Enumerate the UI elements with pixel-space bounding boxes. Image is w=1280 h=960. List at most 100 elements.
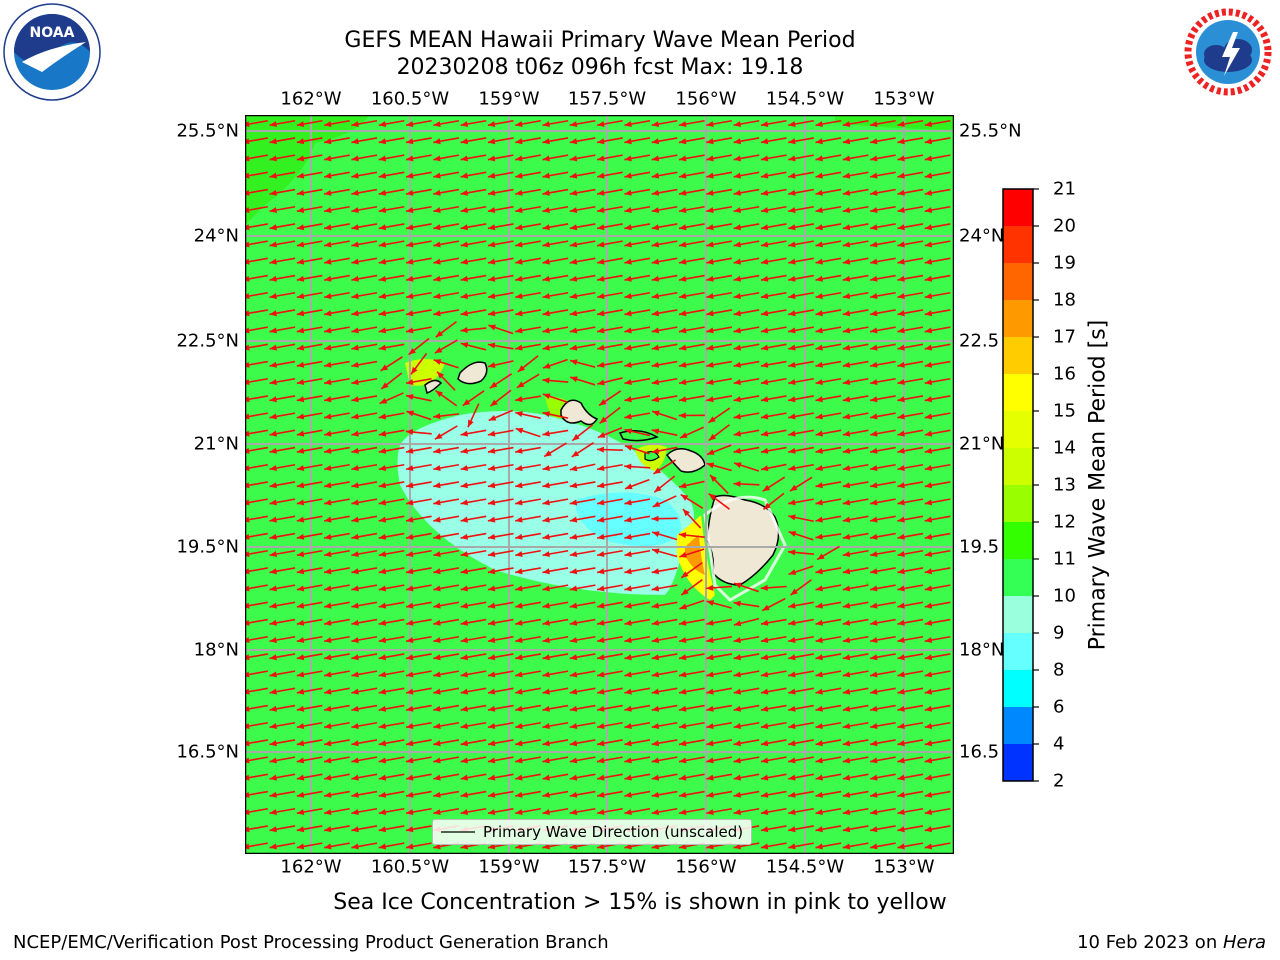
wave-arrow <box>515 257 541 265</box>
wave-arrow <box>869 549 896 557</box>
colorbar-tick-label: 11 <box>1053 548 1076 570</box>
wave-arrow <box>624 291 651 299</box>
wave-arrow <box>296 137 323 145</box>
wave-arrow <box>897 704 924 712</box>
wave-arrow <box>269 481 296 489</box>
wave-arrow <box>924 687 951 695</box>
wave-arrow <box>708 424 730 442</box>
wave-arrow <box>624 567 651 575</box>
wave-arrow <box>651 377 678 385</box>
wave-arrow <box>924 257 951 265</box>
lon-tick-bottom: 157.5°W <box>567 856 647 878</box>
wave-arrow <box>815 343 842 351</box>
wave-arrow <box>269 653 296 661</box>
wave-arrow <box>842 704 869 712</box>
wave-arrow <box>815 171 842 179</box>
wave-arrow <box>323 463 350 471</box>
wave-arrow <box>897 687 924 695</box>
wave-arrow <box>569 205 596 213</box>
wave-arrow <box>760 790 787 798</box>
wave-arrow <box>351 188 378 196</box>
wave-arrow <box>651 687 678 695</box>
wave-arrow <box>869 773 896 781</box>
wave-arrow <box>542 326 569 334</box>
wave-arrow <box>842 309 869 317</box>
wave-arrow <box>924 274 951 282</box>
wave-arrow <box>434 339 458 354</box>
wave-arrow <box>269 171 296 179</box>
wave-arrow <box>596 704 623 712</box>
wave-arrow <box>571 442 594 458</box>
wave-arrow <box>460 515 487 523</box>
wave-arrow <box>788 429 814 437</box>
wave-arrow <box>869 291 896 299</box>
wave-arrow <box>760 137 787 145</box>
wave-arrow <box>869 309 896 317</box>
wave-arrow <box>897 618 924 626</box>
wave-arrow <box>296 309 323 317</box>
wave-arrow <box>651 223 678 231</box>
colorbar-segment <box>1003 226 1033 264</box>
wave-arrow <box>706 240 733 248</box>
wave-arrow <box>869 205 896 213</box>
wave-arrow <box>433 309 460 317</box>
wave-arrow <box>433 687 460 695</box>
wave-arrow <box>788 343 814 351</box>
lat-tick-left: 22.5°N <box>176 330 239 352</box>
wave-arrow <box>733 274 760 282</box>
wave-arrow <box>462 390 485 407</box>
wave-arrow <box>651 653 678 661</box>
wave-arrow <box>269 291 296 299</box>
wave-arrow <box>924 309 951 317</box>
wave-arrow <box>733 360 760 368</box>
wave-arrow <box>815 291 842 299</box>
wave-arrow <box>760 119 787 127</box>
wave-arrow <box>624 395 651 403</box>
colorbar-segment <box>1003 411 1033 449</box>
wave-arrow <box>596 188 623 196</box>
wave-arrow <box>624 445 650 455</box>
colorbar-segment <box>1003 485 1033 523</box>
wave-arrow <box>706 462 732 472</box>
wave-arrow <box>378 205 405 213</box>
wave-arrow <box>378 515 405 523</box>
wave-arrow <box>405 635 432 643</box>
nws-logo <box>1180 4 1276 100</box>
wave-arrow <box>269 825 296 833</box>
wave-arrow <box>323 291 350 299</box>
wave-arrow <box>596 618 623 626</box>
wave-arrow <box>433 413 460 420</box>
wave-arrow <box>842 584 869 592</box>
wave-arrow <box>678 670 705 678</box>
wave-arrow <box>678 687 705 695</box>
wave-arrow <box>378 119 405 127</box>
wave-arrow <box>433 205 460 213</box>
wave-arrow <box>842 274 869 282</box>
wave-arrow <box>351 739 378 747</box>
wave-arrow <box>433 154 460 162</box>
wave-arrow <box>323 360 350 368</box>
wave-arrow <box>597 426 623 439</box>
wave-arrow <box>515 670 541 678</box>
footer-left: NCEP/EMC/Verification Post Processing Pr… <box>13 932 609 953</box>
wave-arrow <box>296 395 323 403</box>
wave-arrow <box>842 377 869 385</box>
wave-arrow <box>296 205 323 213</box>
wave-arrow <box>433 223 460 231</box>
wave-arrow <box>269 807 296 815</box>
wave-arrow <box>378 670 405 678</box>
wave-arrow <box>515 309 541 317</box>
wave-arrow <box>869 807 896 815</box>
wave-arrow <box>651 428 678 436</box>
wave-arrow <box>733 773 760 781</box>
wave-arrow <box>269 532 296 540</box>
wave-arrow <box>816 545 840 561</box>
wave-arrow <box>460 446 487 454</box>
wave-arrow <box>351 618 378 626</box>
wave-arrow <box>924 463 951 471</box>
wave-arrow <box>378 601 405 609</box>
wave-arrow <box>269 137 296 145</box>
period-11-12-patch-ne <box>835 115 954 130</box>
wave-arrow <box>815 360 842 368</box>
wave-arrow <box>569 257 596 265</box>
